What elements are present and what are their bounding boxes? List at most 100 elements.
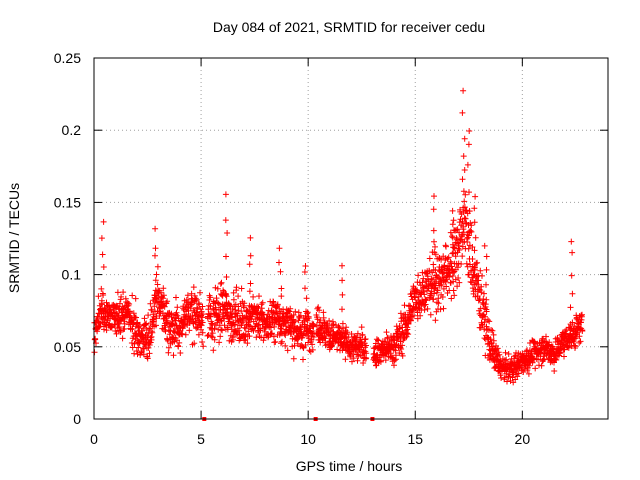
data-point (424, 305, 431, 312)
x-axis-label: GPS time / hours (296, 458, 403, 474)
data-point (430, 206, 437, 213)
data-point (483, 253, 490, 260)
data-point (354, 357, 361, 364)
data-point (184, 304, 191, 311)
data-point (339, 320, 346, 327)
data-point (132, 295, 139, 302)
data-point (101, 326, 107, 333)
data-point (438, 281, 445, 288)
data-point (399, 342, 406, 349)
data-point (317, 317, 324, 324)
data-point (349, 358, 355, 365)
data-point (469, 256, 476, 262)
data-point (567, 321, 574, 328)
data-point (209, 330, 216, 337)
data-point (535, 356, 541, 363)
data-point (211, 336, 218, 343)
data-point (363, 350, 370, 357)
data-point (398, 346, 405, 352)
data-point (190, 284, 197, 291)
data-point (572, 343, 579, 350)
data-point (447, 229, 454, 236)
data-point (222, 191, 229, 198)
data-point (98, 285, 105, 292)
data-point (339, 306, 345, 313)
data-point (246, 322, 252, 329)
data-point (459, 218, 466, 225)
data-point (426, 268, 433, 275)
data-point (339, 262, 345, 269)
data-point (154, 263, 161, 270)
data-point (216, 339, 223, 346)
data-point (272, 338, 279, 345)
data-point (271, 323, 278, 330)
data-point (95, 324, 102, 331)
data-point (135, 344, 142, 351)
data-point (114, 289, 121, 296)
data-point (199, 303, 206, 310)
data-point (113, 330, 120, 337)
data-point (291, 342, 298, 349)
data-point (199, 329, 206, 336)
data-point (339, 291, 346, 298)
data-point (211, 325, 218, 332)
data-point (193, 325, 200, 332)
data-point (454, 226, 461, 233)
data-point (200, 311, 206, 318)
data-point (152, 245, 159, 252)
data-point (363, 342, 369, 349)
data-point (246, 261, 253, 268)
y-tick-label: 0.05 (54, 339, 81, 355)
data-point (391, 362, 397, 369)
data-point (131, 340, 138, 347)
data-point (430, 296, 437, 303)
data-point (466, 208, 473, 214)
data-point (238, 285, 245, 292)
data-point (129, 326, 136, 332)
data-point (471, 219, 478, 226)
data-point (421, 291, 428, 298)
data-point (561, 353, 567, 360)
data-point (326, 317, 333, 324)
data-point (543, 333, 549, 340)
data-point (152, 225, 159, 232)
data-point (233, 284, 240, 291)
data-point (284, 347, 291, 354)
data-point (468, 267, 475, 274)
data-point (151, 303, 158, 310)
data-point (466, 128, 473, 134)
data-point (141, 315, 148, 322)
data-point (383, 329, 390, 336)
data-point (234, 312, 241, 319)
data-point (436, 275, 443, 282)
data-point (146, 350, 153, 357)
data-point (188, 290, 195, 297)
data-point (494, 345, 501, 352)
data-point (116, 300, 123, 307)
data-point (405, 331, 412, 338)
x-tick-label: 10 (300, 431, 316, 447)
data-point (456, 219, 463, 226)
data-point (173, 294, 179, 301)
data-point (207, 294, 214, 301)
data-point (304, 316, 310, 322)
data-point (466, 228, 473, 235)
data-point (497, 372, 504, 379)
data-point (481, 290, 487, 297)
data-point (440, 305, 447, 312)
data-point (568, 272, 575, 279)
data-point (482, 316, 489, 323)
data-point (423, 297, 430, 303)
data-point (354, 330, 361, 337)
data-point (309, 341, 316, 348)
data-point (184, 292, 191, 299)
data-point (445, 254, 452, 261)
data-point (461, 135, 468, 142)
data-point (340, 329, 347, 336)
data-point (230, 289, 237, 296)
data-point (138, 328, 145, 334)
y-tick-label: 0.15 (54, 194, 81, 210)
y-tick-label: 0.25 (54, 50, 81, 66)
data-point (463, 260, 470, 267)
data-point (245, 328, 252, 335)
